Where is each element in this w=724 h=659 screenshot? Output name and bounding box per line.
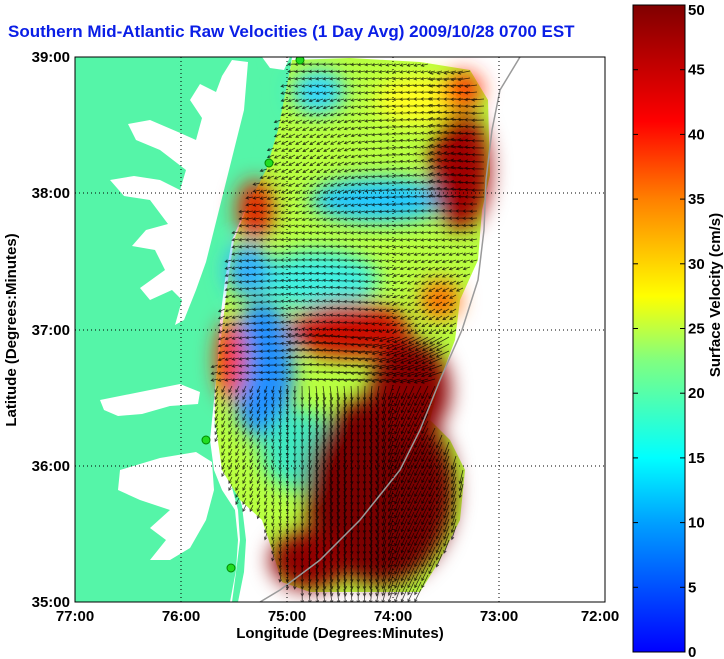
- x-tick-label: 73:00: [480, 608, 518, 625]
- colorbar: 0 5 10 15 20 25 30 35 40 45 50 Surface Velocity (c…: [632, 2, 724, 659]
- x-tick-label: 75:00: [268, 608, 306, 625]
- y-tick-label: 36:00: [32, 458, 70, 475]
- chart-title: Southern Mid-Atlantic Raw Velocities (1 …: [8, 22, 575, 41]
- velocity-arrows: [210, 62, 485, 602]
- colorbar-tick-label: 35: [688, 191, 705, 208]
- y-tick-label: 38:00: [32, 185, 70, 202]
- colorbar-gradient: [632, 4, 686, 653]
- colorbar-tick-label: 30: [688, 256, 705, 273]
- x-tick-label: 74:00: [374, 608, 412, 625]
- y-tick-label: 39:00: [32, 49, 70, 66]
- x-tick-label: 76:00: [162, 608, 200, 625]
- region-coastal-jet: [237, 180, 273, 240]
- colorbar-tick-label: 25: [688, 321, 705, 338]
- radar-site-marker: [295, 57, 305, 65]
- grid-lines: [75, 57, 605, 602]
- colorbar-tick-label: 45: [688, 62, 705, 79]
- region-northeast-high: [430, 110, 490, 230]
- pamlico-sound: [118, 452, 214, 560]
- land-delmarva-coast: [240, 57, 292, 215]
- colorbar-ticks: 0 5 10 15 20 25 30 35 40 45 50: [633, 2, 705, 659]
- radar-site-marker: [226, 563, 236, 573]
- colorbar-tick-label: 40: [688, 126, 705, 143]
- y-tick-label: 37:00: [32, 322, 70, 339]
- x-tick-label: 77:00: [56, 608, 94, 625]
- y-tick-label: 35:00: [32, 594, 70, 611]
- colorbar-tick-label: 15: [688, 450, 705, 467]
- colorbar-tick-label: 50: [688, 2, 705, 19]
- y-axis-title: Latitude (Degrees:Minutes): [3, 233, 20, 426]
- colorbar-tick-label: 5: [688, 579, 696, 596]
- radar-site-marker: [264, 158, 274, 168]
- region-northeast-orange: [442, 72, 482, 108]
- x-axis: 77:00 76:00 75:00 74:00 73:00 72:00 Long…: [56, 608, 619, 642]
- x-tick-label: 72:00: [581, 608, 619, 625]
- colorbar-label: Surface Velocity (cm/s): [707, 213, 724, 377]
- colorbar-tick-label: 0: [688, 644, 696, 659]
- plot-frame: [74, 56, 606, 603]
- outer-banks: [214, 420, 246, 602]
- x-axis-title: Longitude (Degrees:Minutes): [236, 625, 444, 642]
- albemarle-sound: [100, 384, 200, 416]
- delaware-bay: [262, 57, 290, 70]
- velocity-vectors: [210, 62, 485, 602]
- region-east-orange: [420, 280, 460, 320]
- region-west-cyan: [226, 242, 270, 298]
- region-west-red: [216, 320, 244, 400]
- region-west-coastal-low: [230, 300, 294, 440]
- velocity-field: [210, 58, 490, 602]
- colorbar-tick-label: 20: [688, 385, 705, 402]
- radar-site-marker: [201, 435, 211, 445]
- colorbar-tick-label: 10: [688, 515, 705, 532]
- y-axis: 39:00 38:00 37:00 36:00 35:00 Latitude (…: [3, 49, 70, 611]
- shelf-break-line: [259, 57, 521, 602]
